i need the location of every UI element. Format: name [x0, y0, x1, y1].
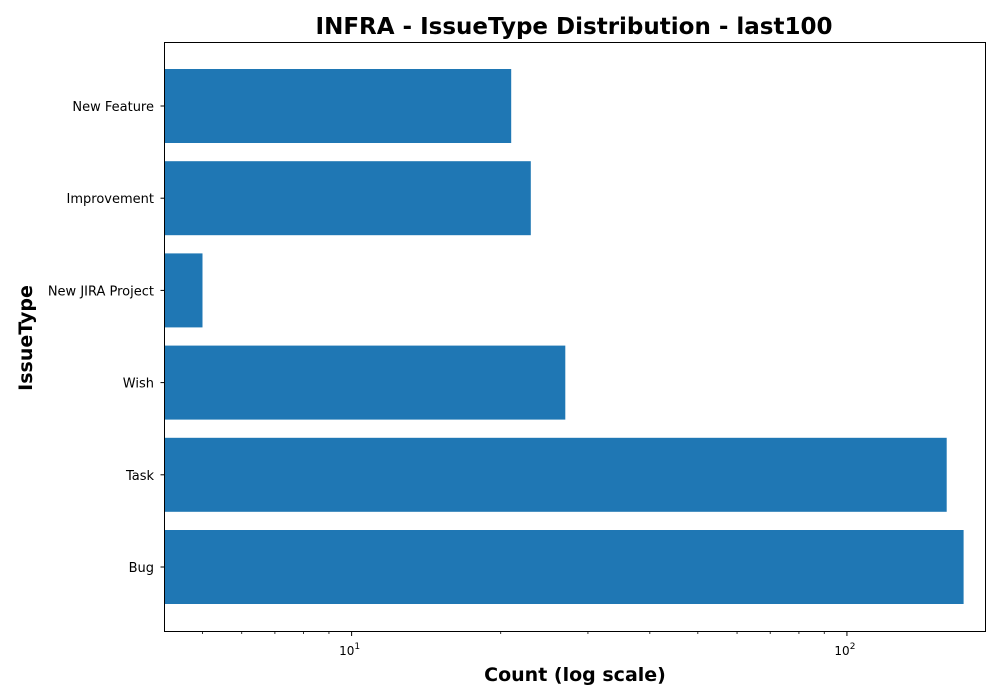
y-tick-label-new-jira-project: New JIRA Project [48, 284, 154, 299]
y-tick-label-improvement: Improvement [67, 192, 154, 207]
x-ticks-group: 101 102 [202, 631, 855, 658]
bar-bug [165, 530, 964, 604]
bar-new-feature [165, 69, 512, 143]
chart-title: INFRA - IssueType Distribution - last100 [316, 14, 833, 40]
bar-new-jira-project [165, 253, 203, 328]
bar-wish [165, 345, 566, 420]
y-tick-label-new-feature: New Feature [72, 100, 154, 115]
y-axis-label: IssueType [15, 285, 37, 391]
x-axis-label: Count (log scale) [484, 664, 666, 686]
x-tick-label: 102 [834, 642, 855, 658]
bar-task [165, 437, 947, 512]
y-tick-label-bug: Bug [129, 561, 154, 576]
y-ticks-group: New Feature Improvement New JIRA Project Wi… [48, 100, 165, 576]
plot-frame [164, 42, 986, 632]
bars-group [165, 69, 964, 604]
bar-improvement [165, 161, 531, 236]
y-tick-label-task: Task [125, 469, 155, 484]
x-tick-label: 101 [339, 642, 360, 658]
y-tick-label-wish: Wish [123, 377, 154, 392]
